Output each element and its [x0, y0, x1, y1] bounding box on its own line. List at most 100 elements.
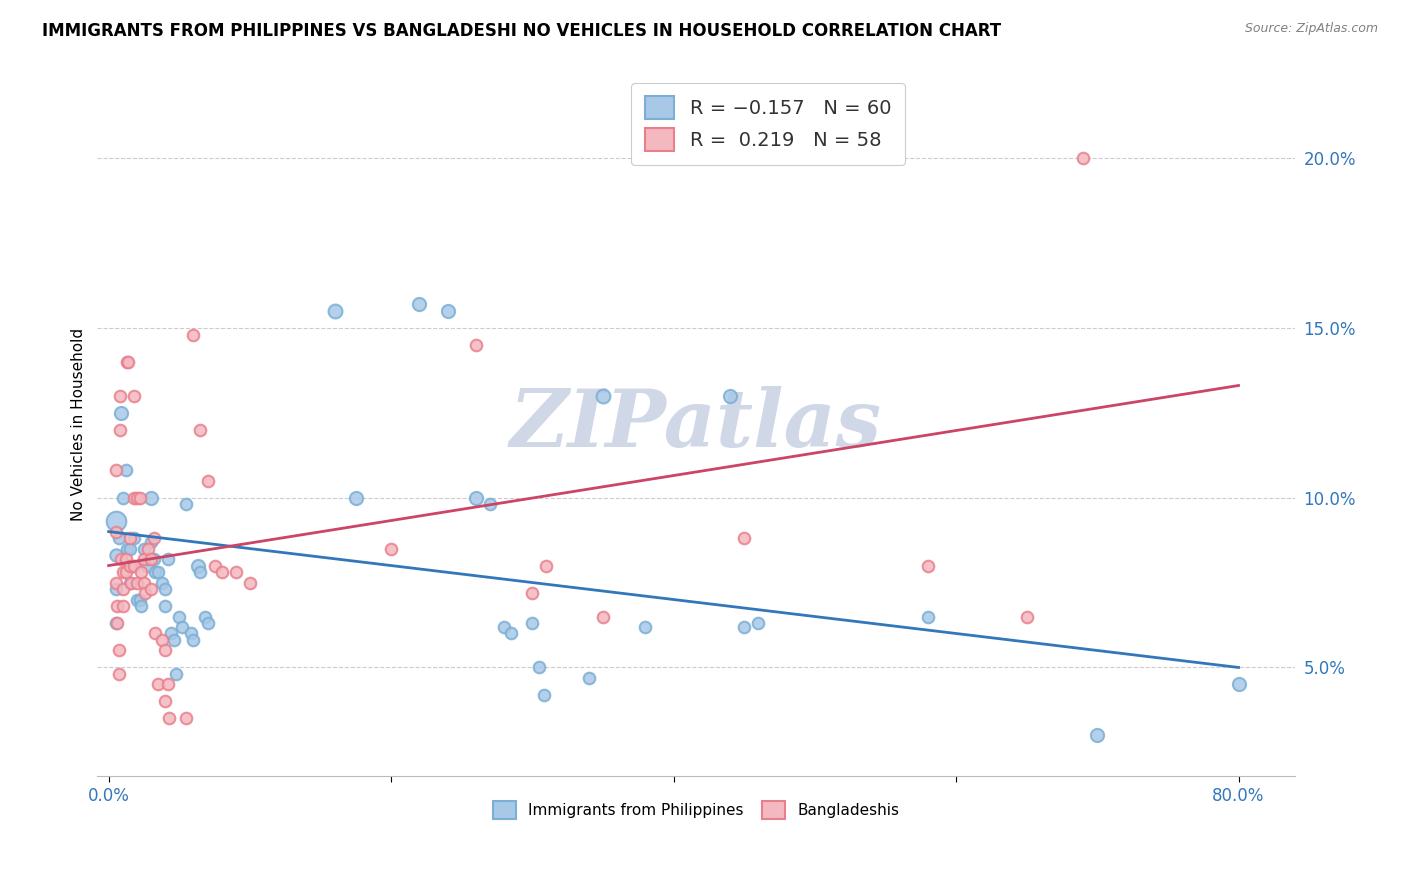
Point	[190, 566, 212, 580]
Point	[107, 643, 129, 657]
Point	[110, 551, 132, 566]
Point	[180, 626, 202, 640]
Point	[136, 551, 159, 566]
Text: ZIPatlas: ZIPatlas	[510, 386, 882, 463]
Point	[118, 541, 141, 556]
Point	[150, 575, 173, 590]
Point	[478, 497, 501, 511]
Point	[146, 566, 169, 580]
Point	[142, 532, 165, 546]
Point	[108, 423, 131, 437]
Point	[111, 491, 134, 505]
Point	[194, 609, 217, 624]
Point	[136, 541, 159, 556]
Point	[139, 582, 162, 597]
Point	[197, 616, 219, 631]
Point	[120, 575, 142, 590]
Point	[115, 355, 138, 369]
Point	[187, 558, 209, 573]
Point	[153, 599, 176, 614]
Point	[1071, 151, 1094, 165]
Point	[183, 633, 205, 648]
Point	[122, 532, 145, 546]
Point	[533, 688, 555, 702]
Point	[114, 463, 136, 477]
Point	[150, 633, 173, 648]
Point	[118, 558, 141, 573]
Point	[1227, 677, 1250, 691]
Y-axis label: No Vehicles in Household: No Vehicles in Household	[72, 328, 86, 521]
Text: IMMIGRANTS FROM PHILIPPINES VS BANGLADESHI NO VEHICLES IN HOUSEHOLD CORRELATION : IMMIGRANTS FROM PHILIPPINES VS BANGLADES…	[42, 22, 1001, 40]
Point	[153, 694, 176, 708]
Point	[176, 497, 198, 511]
Point	[183, 327, 205, 342]
Point	[494, 620, 516, 634]
Point	[104, 582, 127, 597]
Legend: Immigrants from Philippines, Bangladeshis: Immigrants from Philippines, Bangladeshi…	[486, 795, 905, 825]
Point	[634, 620, 657, 634]
Point	[165, 667, 187, 681]
Point	[108, 389, 131, 403]
Point	[128, 592, 150, 607]
Point	[733, 532, 755, 546]
Point	[190, 423, 212, 437]
Point	[501, 626, 523, 640]
Point	[122, 558, 145, 573]
Point	[139, 491, 162, 505]
Point	[146, 677, 169, 691]
Point	[118, 575, 141, 590]
Point	[733, 620, 755, 634]
Point	[111, 582, 134, 597]
Point	[1085, 728, 1108, 742]
Point	[522, 585, 544, 599]
Point	[153, 643, 176, 657]
Point	[107, 667, 129, 681]
Point	[211, 566, 233, 580]
Point	[117, 355, 139, 369]
Point	[104, 463, 127, 477]
Point	[129, 566, 152, 580]
Point	[139, 551, 162, 566]
Point	[128, 491, 150, 505]
Point	[157, 711, 180, 725]
Point	[323, 303, 346, 318]
Point	[115, 541, 138, 556]
Point	[536, 558, 558, 573]
Point	[132, 551, 155, 566]
Point	[176, 711, 198, 725]
Point	[747, 616, 769, 631]
Point	[225, 566, 247, 580]
Point	[162, 633, 184, 648]
Point	[156, 677, 179, 691]
Point	[104, 575, 127, 590]
Point	[125, 491, 148, 505]
Point	[132, 575, 155, 590]
Point	[105, 616, 128, 631]
Point	[104, 616, 127, 631]
Point	[592, 609, 614, 624]
Point	[143, 566, 166, 580]
Point	[917, 609, 939, 624]
Text: Source: ZipAtlas.com: Source: ZipAtlas.com	[1244, 22, 1378, 36]
Point	[718, 389, 741, 403]
Point	[139, 534, 162, 549]
Point	[239, 575, 262, 590]
Point	[408, 297, 430, 311]
Point	[436, 303, 458, 318]
Point	[204, 558, 226, 573]
Point	[159, 626, 181, 640]
Point	[578, 671, 600, 685]
Point	[156, 551, 179, 566]
Point	[104, 549, 127, 563]
Point	[344, 491, 367, 505]
Point	[1015, 609, 1038, 624]
Point	[132, 541, 155, 556]
Point	[107, 532, 129, 546]
Point	[122, 491, 145, 505]
Point	[120, 558, 142, 573]
Point	[110, 406, 132, 420]
Point	[592, 389, 614, 403]
Point	[114, 551, 136, 566]
Point	[111, 566, 134, 580]
Point	[464, 337, 486, 351]
